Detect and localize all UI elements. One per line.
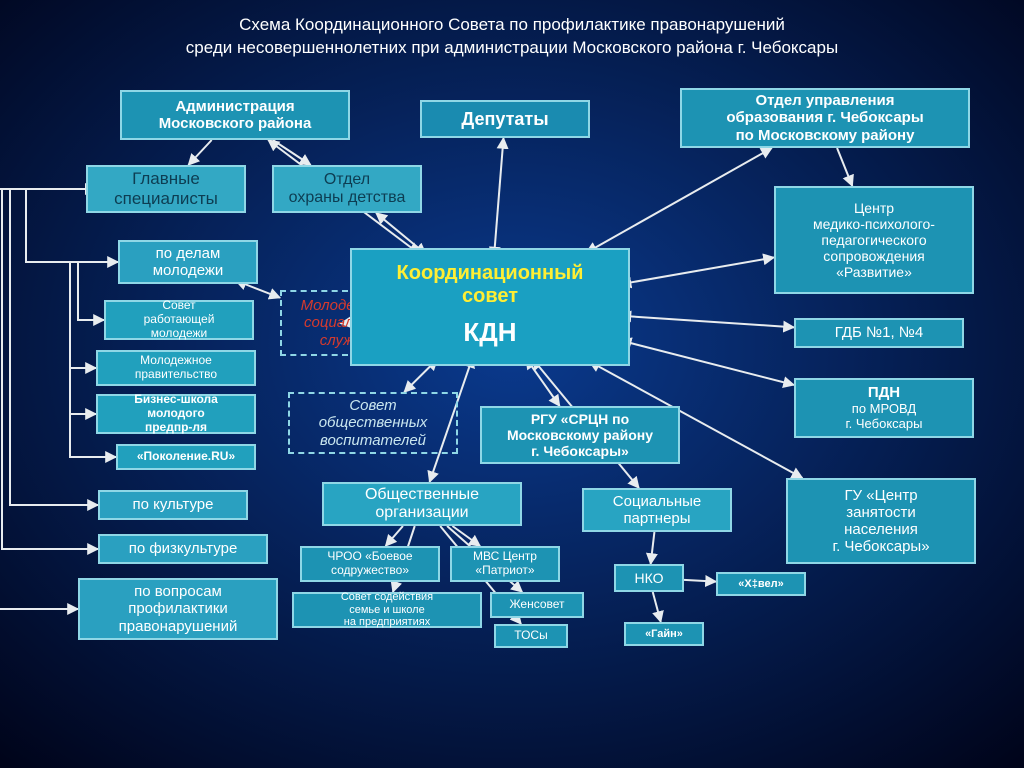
node-council: Совет общественных воспитателей [288, 392, 458, 454]
node-label: ГДБ №1, №4 [835, 324, 924, 341]
center-label-0: Координационный [397, 262, 584, 285]
node-label: по вопросам профилактики правонарушений [119, 583, 238, 635]
node-youth: по делам молодежи [118, 240, 258, 284]
node-nko: НКО [614, 564, 684, 592]
node-employ: ГУ «Центр занятости населения г. Чебокса… [786, 478, 976, 564]
node-label: Совет содействия семье и школе на предпр… [341, 591, 433, 629]
node-label: по делам молодежи [153, 245, 224, 280]
node-gain: «Гайн» [624, 622, 704, 646]
node-prevent: по вопросам профилактики правонарушений [78, 578, 278, 640]
node-spec: Главные специалисты [86, 165, 246, 213]
node-edu: Отдел управления образования г. Чебоксар… [680, 88, 970, 148]
node-label: ТОСы [514, 629, 547, 643]
node-label: НКО [635, 570, 664, 586]
node-label: Бизнес-школа молодого предпр-ля [134, 393, 218, 434]
node-label: МВС Центр «Патриот» [473, 550, 537, 578]
node-family: Совет содействия семье и школе на предпр… [292, 592, 482, 628]
node-rgu: РГУ «СРЦН по Московскому району г. Чебок… [480, 406, 680, 464]
center-label-2: КДН [463, 318, 516, 348]
node-pub: Общественные организации [322, 482, 522, 526]
node-workyouth: Совет работающей молодежи [104, 300, 254, 340]
node-hvel: «Х‡вел» [716, 572, 806, 596]
diagram-stage: Схема Координационного Совета по профила… [0, 0, 1024, 768]
node-admin: Администрация Московского района [120, 90, 350, 140]
node-label: ГУ «Центр занятости населения г. Чебокса… [832, 487, 929, 556]
node-label: Депутаты [461, 109, 548, 130]
node-boevoe: ЧРОО «Боевое содружество» [300, 546, 440, 582]
pdn-sub: по МРОВД г. Чебоксары [846, 402, 923, 432]
node-label: по физкультуре [129, 540, 238, 557]
node-ygov: Молодежное правительство [96, 350, 256, 386]
node-label: Социальные партнеры [613, 493, 701, 528]
node-label: Общественные организации [365, 486, 479, 523]
node-center: Координационныйсовет КДН [350, 248, 630, 366]
node-label: «Гайн» [645, 628, 683, 641]
node-label: Администрация Московского района [159, 98, 312, 133]
node-label: «Х‡вел» [738, 578, 783, 591]
node-label: ЧРОО «Боевое содружество» [327, 550, 412, 578]
node-label: Совет общественных воспитателей [319, 397, 428, 449]
node-social: Социальные партнеры [582, 488, 732, 532]
node-deputies: Депутаты [420, 100, 590, 138]
node-label: по культуре [133, 496, 214, 513]
center-label-1: совет [462, 285, 518, 308]
node-pdn: ПДНпо МРОВД г. Чебоксары [794, 378, 974, 438]
node-label: «Поколение.RU» [137, 450, 235, 464]
node-label: РГУ «СРЦН по Московскому району г. Чебок… [507, 411, 653, 459]
node-childcare: Отдел охраны детства [272, 165, 422, 213]
node-culture: по культуре [98, 490, 248, 520]
node-women: Женсовет [490, 592, 584, 618]
node-label: Отдел управления образования г. Чебоксар… [726, 92, 923, 144]
slide-title: Схема Координационного Совета по профила… [0, 14, 1024, 60]
pdn-title: ПДН [868, 384, 900, 401]
node-patriot: МВС Центр «Патриот» [450, 546, 560, 582]
node-label: Главные специалисты [114, 169, 218, 208]
node-gdb: ГДБ №1, №4 [794, 318, 964, 348]
node-pokolenie: «Поколение.RU» [116, 444, 256, 470]
node-sport: по физкультуре [98, 534, 268, 564]
node-label: Отдел охраны детства [289, 171, 406, 208]
node-razv: Центр медико-психолого- педагогического … [774, 186, 974, 294]
node-bschool: Бизнес-школа молодого предпр-ля [96, 394, 256, 434]
node-tos: ТОСы [494, 624, 568, 648]
node-label: Женсовет [509, 598, 564, 612]
node-label: Молодежное правительство [135, 354, 217, 382]
node-label: Центр медико-психолого- педагогического … [813, 200, 935, 280]
node-label: Совет работающей молодежи [144, 299, 215, 340]
